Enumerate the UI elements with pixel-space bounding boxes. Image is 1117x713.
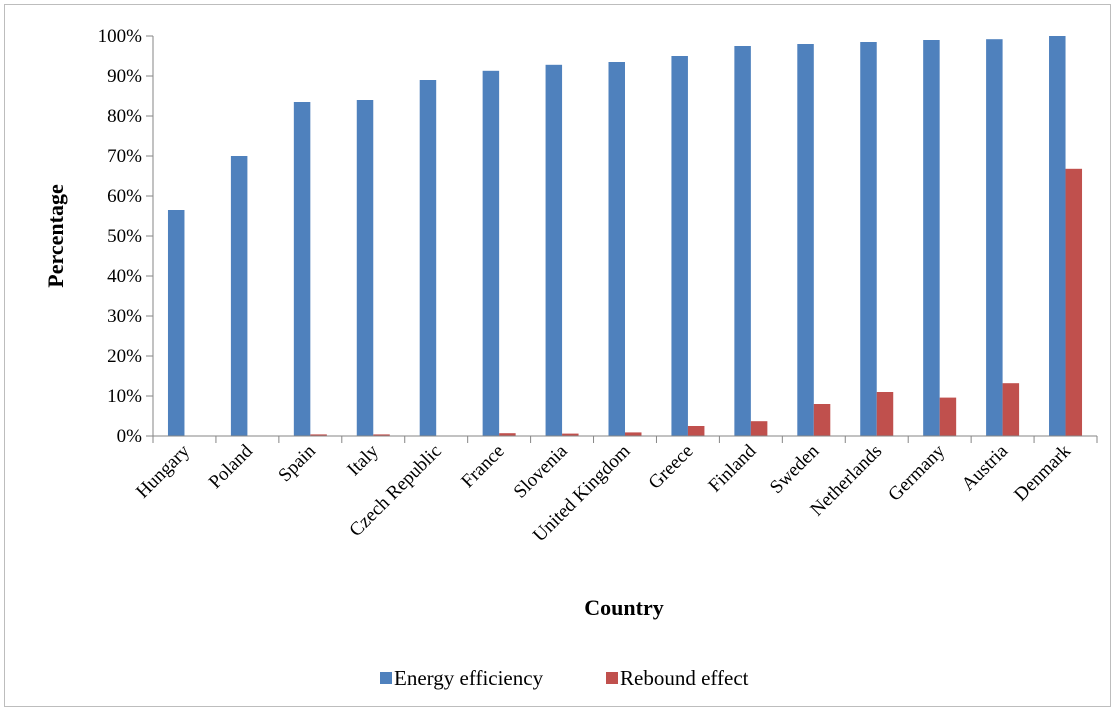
bar-rebound-effect-france [499, 433, 516, 436]
bar-rebound-effect-finland [750, 421, 768, 436]
x-tick-label: Germany [884, 440, 949, 505]
y-tick-label: 40% [107, 266, 142, 287]
x-tick-label: Poland [205, 440, 258, 493]
legend: Energy efficiency Rebound effect [380, 666, 749, 690]
y-axis-title: Percentage [43, 184, 68, 288]
x-tick-label: Austria [958, 440, 1013, 495]
bar-rebound-effect-austria [1002, 383, 1020, 436]
legend-swatch-energy-efficiency [380, 672, 392, 684]
x-tick-label: Sweden [766, 440, 824, 498]
bar-energy-efficiency-poland [230, 156, 248, 436]
x-tick-label: Spain [274, 440, 320, 486]
bar-rebound-effect-spain [310, 434, 327, 436]
bar-energy-efficiency-austria [986, 39, 1003, 436]
y-tick-label: 20% [107, 346, 142, 367]
bar-rebound-effect-germany [939, 397, 957, 436]
bar-energy-efficiency-spain [293, 102, 311, 436]
bar-rebound-effect-greece [687, 426, 705, 436]
y-tick-label: 50% [107, 226, 142, 247]
bar-rebound-effect-netherlands [876, 392, 894, 436]
x-tick-label: Hungary [132, 440, 194, 502]
bar-energy-efficiency-germany [923, 40, 940, 436]
bar-energy-efficiency-united-kingdom [608, 62, 625, 436]
bar-rebound-effect-united-kingdom [625, 432, 642, 436]
x-axis-title: Country [584, 595, 663, 620]
axes [152, 36, 1098, 443]
bars [167, 36, 1083, 437]
legend-swatch-rebound-effect [606, 672, 618, 684]
bar-energy-efficiency-france [482, 70, 500, 437]
bar-rebound-effect-italy [373, 434, 390, 436]
bar-energy-efficiency-finland [734, 46, 751, 436]
x-tick-label: Italy [343, 440, 383, 480]
y-tick-label: 10% [107, 386, 142, 407]
bar-energy-efficiency-hungary [167, 210, 185, 436]
x-tick-label: Denmark [1010, 440, 1075, 505]
bar-energy-efficiency-sweden [797, 44, 814, 436]
bar-energy-efficiency-italy [356, 100, 374, 436]
y-tick-label: 0% [117, 426, 143, 447]
bar-energy-efficiency-denmark [1049, 36, 1066, 436]
bar-rebound-effect-denmark [1065, 168, 1083, 437]
bar-energy-efficiency-netherlands [860, 42, 877, 436]
y-tick-label: 60% [107, 186, 142, 207]
legend-label-energy-efficiency: Energy efficiency [394, 666, 544, 690]
x-tick-label: Finland [704, 440, 760, 496]
x-tick-label: France [457, 441, 508, 492]
bar-rebound-effect-sweden [813, 404, 831, 436]
legend-label-rebound-effect: Rebound effect [620, 666, 749, 690]
bar-rebound-effect-slovenia [562, 433, 579, 436]
bar-energy-efficiency-greece [671, 56, 688, 436]
y-tick-label: 90% [107, 66, 142, 87]
y-tick-label: 80% [107, 106, 142, 127]
x-tick-label: Greece [645, 441, 698, 494]
bar-energy-efficiency-czech-republic [419, 80, 437, 436]
bar-energy-efficiency-slovenia [545, 64, 563, 437]
y-tick-label: 100% [98, 26, 143, 47]
x-tick-label: Slovenia [510, 440, 572, 502]
y-axis-ticks: 0% 10% 20% 30% 40% 50% 60% 70% 80% 90% 100% [98, 26, 153, 447]
y-tick-label: 70% [107, 146, 142, 167]
y-tick-label: 30% [107, 306, 142, 327]
